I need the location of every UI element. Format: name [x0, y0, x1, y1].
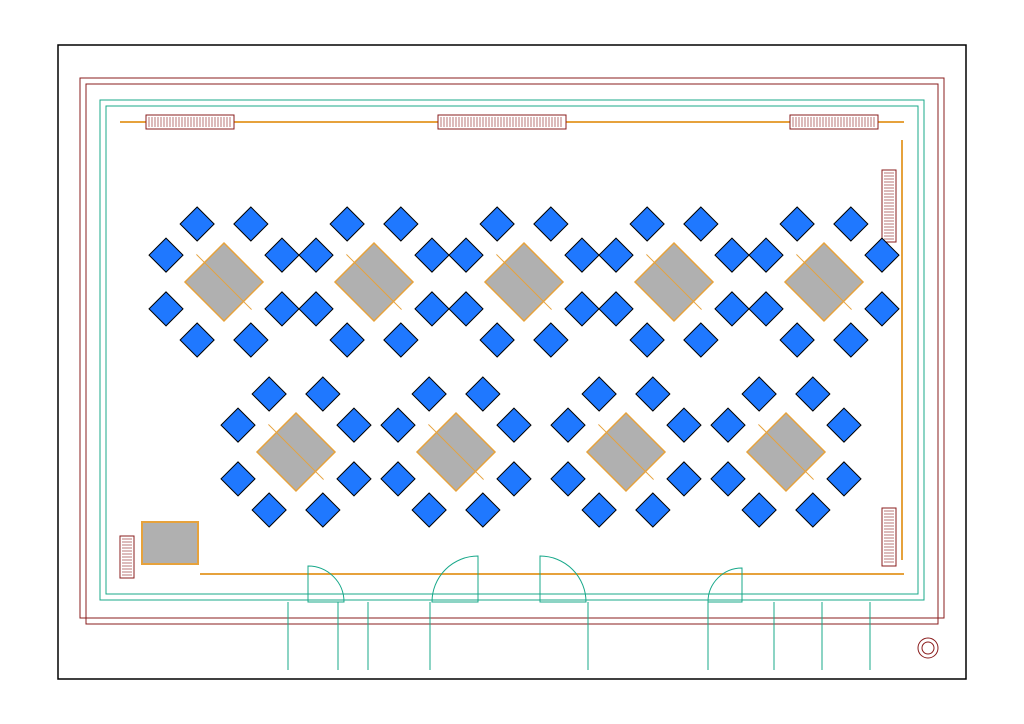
chair [480, 207, 514, 241]
chair [415, 292, 449, 326]
chair [711, 462, 745, 496]
table-cluster [221, 377, 371, 527]
chair [834, 207, 868, 241]
chair [221, 408, 255, 442]
table-cluster [599, 207, 749, 357]
chair [865, 238, 899, 272]
chair [180, 323, 214, 357]
floor-plan-canvas [0, 0, 1024, 724]
floor-plan-svg [0, 0, 1024, 724]
chair [630, 323, 664, 357]
chair [582, 493, 616, 527]
chair [599, 238, 633, 272]
chair [636, 377, 670, 411]
chair [180, 207, 214, 241]
chair [565, 238, 599, 272]
chair [466, 493, 500, 527]
chair [715, 238, 749, 272]
chair [780, 207, 814, 241]
chair [381, 408, 415, 442]
chair [265, 292, 299, 326]
chair [252, 493, 286, 527]
chair [265, 238, 299, 272]
door-swing [308, 566, 344, 602]
radiator [882, 170, 896, 242]
chair [337, 408, 371, 442]
chair [412, 377, 446, 411]
chair [742, 493, 776, 527]
chair [742, 377, 776, 411]
chair [449, 292, 483, 326]
chair [636, 493, 670, 527]
radiator [882, 508, 896, 566]
table-cluster [749, 207, 899, 357]
chair [534, 323, 568, 357]
chair [497, 408, 531, 442]
chair [667, 462, 701, 496]
table-cluster [381, 377, 531, 527]
chair [384, 207, 418, 241]
chair [384, 323, 418, 357]
chair [715, 292, 749, 326]
chair [534, 207, 568, 241]
chair [667, 408, 701, 442]
chair [780, 323, 814, 357]
chair [599, 292, 633, 326]
chair [252, 377, 286, 411]
cabinet [142, 522, 198, 564]
chair [827, 408, 861, 442]
chair [827, 462, 861, 496]
column [918, 638, 938, 658]
chair [684, 207, 718, 241]
chair [582, 377, 616, 411]
chair [834, 323, 868, 357]
chair [149, 292, 183, 326]
table-cluster [711, 377, 861, 527]
chair [149, 238, 183, 272]
chair [497, 462, 531, 496]
chair [221, 462, 255, 496]
chair [330, 207, 364, 241]
chair [711, 408, 745, 442]
chair [565, 292, 599, 326]
radiator [146, 115, 234, 129]
chair [630, 207, 664, 241]
radiator [120, 536, 134, 578]
outer-wall [80, 78, 944, 618]
chair [865, 292, 899, 326]
chair [306, 493, 340, 527]
chair [306, 377, 340, 411]
table-cluster [449, 207, 599, 357]
chair [796, 493, 830, 527]
chair [412, 493, 446, 527]
chair [796, 377, 830, 411]
chair [749, 292, 783, 326]
chair [480, 323, 514, 357]
outer-wall-inner [86, 84, 938, 624]
column-inner [922, 642, 934, 654]
chair [299, 238, 333, 272]
door-swing [540, 556, 586, 602]
radiator [790, 115, 878, 129]
chair [234, 323, 268, 357]
chair [381, 462, 415, 496]
table-cluster [149, 207, 299, 357]
door-swing [432, 556, 478, 602]
chair [551, 462, 585, 496]
chair [337, 462, 371, 496]
chair [749, 238, 783, 272]
table-cluster [551, 377, 701, 527]
table-cluster [299, 207, 449, 357]
chair [449, 238, 483, 272]
chair [684, 323, 718, 357]
chair [234, 207, 268, 241]
chair [466, 377, 500, 411]
radiator [438, 115, 566, 129]
chair [330, 323, 364, 357]
chair [415, 238, 449, 272]
chair [299, 292, 333, 326]
chair [551, 408, 585, 442]
outer-frame [58, 45, 966, 679]
